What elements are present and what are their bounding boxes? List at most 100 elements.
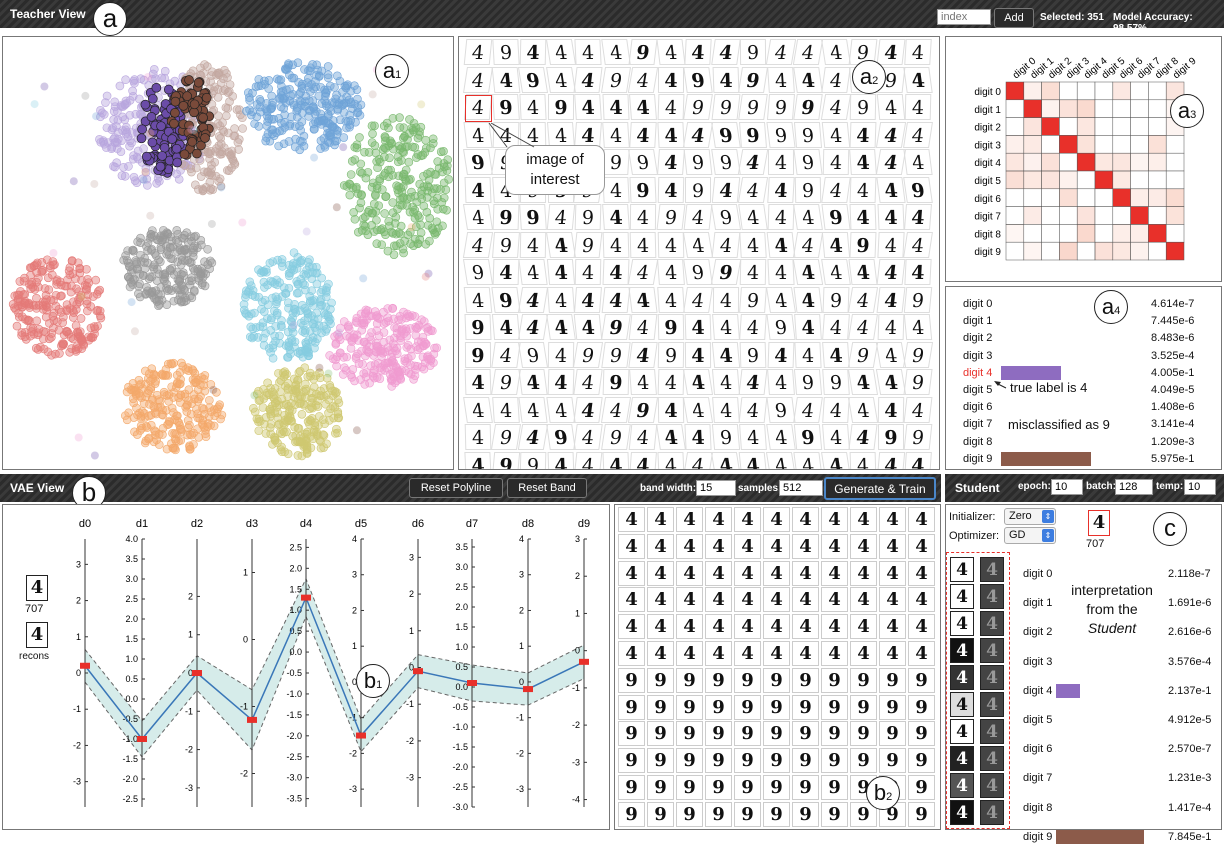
generated-image[interactable]: 9 <box>908 721 935 747</box>
generated-image[interactable]: 9 <box>850 721 877 747</box>
grid-image[interactable]: 9 <box>572 341 604 368</box>
grid-image[interactable]: 4 <box>492 259 519 285</box>
generated-image[interactable]: 4 <box>618 560 645 586</box>
grid-image[interactable]: 4 <box>711 396 740 423</box>
grid-image[interactable]: 4 <box>820 176 851 203</box>
generated-image[interactable]: 4 <box>850 587 877 613</box>
grid-image[interactable]: 9 <box>490 369 521 395</box>
generated-image[interactable]: 4 <box>618 507 645 532</box>
grid-image[interactable]: 4 <box>602 259 629 285</box>
grid-image[interactable]: 4 <box>517 424 549 450</box>
generated-image[interactable]: 4 <box>850 507 877 532</box>
generated-image[interactable]: 9 <box>647 748 674 774</box>
grid-image[interactable]: 9 <box>793 424 823 450</box>
grid-image[interactable]: 4 <box>684 424 712 450</box>
generated-image[interactable]: 4 <box>734 560 761 586</box>
generated-image[interactable]: 9 <box>734 721 761 747</box>
grid-image[interactable]: 9 <box>738 66 768 93</box>
grid-image[interactable]: 4 <box>821 121 850 148</box>
grid-image[interactable]: 4 <box>767 341 794 368</box>
grid-image[interactable]: 9 <box>492 204 519 230</box>
grid-image[interactable]: 4 <box>601 451 630 469</box>
generated-image[interactable]: 9 <box>647 801 674 827</box>
grid-image[interactable]: 4 <box>682 231 714 258</box>
grid-image[interactable]: 9 <box>600 341 631 368</box>
grid-image[interactable]: 9 <box>627 396 659 423</box>
grid-image[interactable]: 4 <box>464 176 492 203</box>
generated-image[interactable]: 4 <box>879 533 906 559</box>
grid-image[interactable]: 4 <box>627 66 659 93</box>
generated-image[interactable]: 9 <box>821 721 848 747</box>
generated-image[interactable]: 4 <box>705 507 732 532</box>
generated-image[interactable]: 9 <box>763 721 790 747</box>
grid-image[interactable]: 4 <box>464 424 492 450</box>
grid-image[interactable]: 9 <box>739 121 767 148</box>
grid-image[interactable]: 4 <box>847 396 879 423</box>
grid-image[interactable]: 4 <box>546 259 575 285</box>
generated-image[interactable]: 4 <box>647 560 674 586</box>
grid-image[interactable]: 4 <box>656 286 685 313</box>
grid-image[interactable]: 4 <box>821 396 850 423</box>
grid-image[interactable]: 9 <box>684 176 712 203</box>
grid-image[interactable]: 4 <box>573 424 603 450</box>
grid-image[interactable]: 9 <box>628 39 658 65</box>
grid-image[interactable]: 9 <box>600 66 631 93</box>
grid-image[interactable]: 4 <box>738 396 768 423</box>
grid-image[interactable]: 4 <box>876 231 905 258</box>
generated-image[interactable]: 4 <box>676 533 703 559</box>
grid-image[interactable]: 4 <box>821 424 850 450</box>
grid-image[interactable]: 4 <box>545 39 576 65</box>
grid-image[interactable]: 4 <box>657 396 684 423</box>
generated-image[interactable]: 9 <box>850 748 877 774</box>
generated-image[interactable]: 4 <box>705 533 732 559</box>
grid-image[interactable]: 4 <box>766 231 795 258</box>
grid-image[interactable]: 4 <box>848 259 878 285</box>
grid-image[interactable]: 4 <box>793 66 823 93</box>
grid-image[interactable]: 4 <box>462 231 494 258</box>
generated-image[interactable]: 9 <box>705 721 732 747</box>
axis-handle[interactable] <box>413 668 423 675</box>
grid-image[interactable]: 4 <box>519 39 547 65</box>
grid-image[interactable]: 9 <box>517 66 549 93</box>
temp-input[interactable] <box>1184 479 1216 495</box>
grid-image[interactable]: 4 <box>545 231 576 258</box>
grid-image[interactable]: 4 <box>601 121 630 148</box>
grid-image[interactable]: 4 <box>627 259 659 285</box>
generated-image[interactable]: 4 <box>705 614 732 640</box>
grid-image[interactable]: 4 <box>792 259 824 285</box>
grid-image[interactable]: 9 <box>903 369 933 395</box>
generated-image[interactable]: 4 <box>734 587 761 613</box>
grid-image[interactable]: 9 <box>847 341 879 368</box>
generated-image[interactable]: 4 <box>908 641 935 666</box>
generated-image[interactable]: 9 <box>705 748 732 774</box>
grid-image[interactable]: 4 <box>848 314 878 340</box>
confusion-matrix-panel[interactable]: digit 0 digit 1 digit 2 digit 3 digit 4 digit… <box>945 36 1222 282</box>
grid-image[interactable]: 9 <box>629 176 657 203</box>
grid-image[interactable]: 4 <box>573 314 603 340</box>
grid-image[interactable]: 4 <box>601 176 630 203</box>
grid-image[interactable]: 4 <box>820 94 851 120</box>
grid-image[interactable]: 4 <box>903 231 933 258</box>
generated-image[interactable]: 9 <box>647 721 674 747</box>
grid-image[interactable]: 4 <box>710 39 741 65</box>
generated-image[interactable]: 4 <box>879 560 906 586</box>
grid-image[interactable]: 4 <box>656 451 685 469</box>
generated-image[interactable]: 9 <box>618 748 645 774</box>
generated-image[interactable]: 9 <box>676 667 703 693</box>
generated-image[interactable]: 4 <box>763 641 790 666</box>
grid-image[interactable]: 4 <box>765 286 796 313</box>
grid-image[interactable]: 4 <box>739 231 767 258</box>
tsne-scatter-panel[interactable] <box>2 36 454 470</box>
generated-image[interactable]: 4 <box>676 587 703 613</box>
generated-image[interactable]: 4 <box>879 614 906 640</box>
generated-image[interactable]: 9 <box>705 694 732 720</box>
grid-image[interactable]: 4 <box>573 451 603 469</box>
generated-image[interactable]: 4 <box>734 614 761 640</box>
generated-image[interactable]: 9 <box>821 667 848 693</box>
tsne-scatter[interactable] <box>3 37 454 470</box>
generated-image[interactable]: 9 <box>908 748 935 774</box>
generated-image[interactable]: 4 <box>647 507 674 532</box>
axis-handle[interactable] <box>137 736 147 742</box>
axis-handle[interactable] <box>80 662 90 669</box>
grid-image[interactable]: 4 <box>765 39 796 65</box>
